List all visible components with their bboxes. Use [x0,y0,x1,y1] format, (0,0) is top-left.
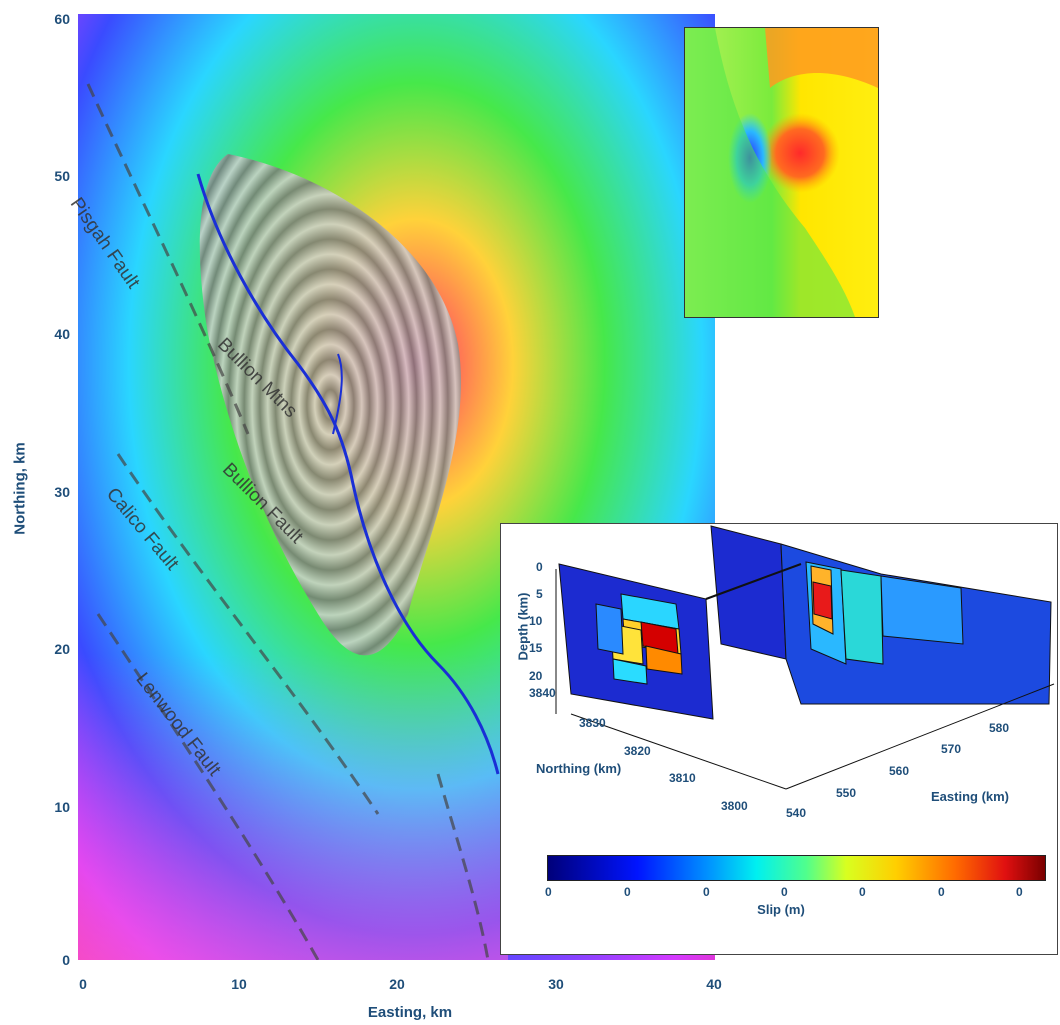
y-tick: 50 [54,168,70,184]
slip-model-3d [555,525,1055,790]
easting-tick: 560 [889,764,910,778]
x-tick: 10 [231,976,247,992]
depth-tick: 20 [529,669,543,683]
inset-image [685,28,878,317]
colorbar-tick: 0 [703,885,710,899]
x-tick: 0 [79,976,87,992]
northing-tick: 3800 [721,799,748,813]
y-tick: 40 [54,326,70,342]
y-tick: 30 [54,484,70,500]
easting-tick: 540 [786,806,807,820]
fault-patch-left [558,563,714,720]
slip-model-panel: Depth (km) 0 5 10 15 20 3840 3830 3820 3… [500,523,1058,955]
y-axis-title: Northing, km [11,442,29,535]
depth-tick: 5 [536,587,543,601]
inset-residual-map [684,27,879,318]
y-tick: 60 [54,11,70,27]
colorbar-tick: 0 [1016,885,1023,899]
northing-tick: 3820 [624,744,651,758]
x-tick: 30 [548,976,564,992]
colorbar-tick: 0 [938,885,945,899]
x-tick: 40 [706,976,722,992]
colorbar [547,855,1046,881]
northing-tick: 3830 [579,716,606,730]
easting-axis-title: Easting (km) [931,789,1010,804]
colorbar-tick: 0 [545,885,552,899]
northing-tick: 3810 [669,771,696,785]
depth-tick: 15 [529,641,543,655]
x-tick: 20 [389,976,405,992]
easting-tick: 550 [836,786,857,800]
northing-tick: 3840 [529,686,556,700]
y-tick: 0 [62,952,70,968]
colorbar-title: Slip (m) [757,902,805,917]
colorbar-tick: 0 [859,885,866,899]
y-tick: 20 [54,641,70,657]
easting-tick: 570 [941,742,962,756]
interferogram-map: Pisgah Fault Bullion Mtns Bullion Fault … [66,14,715,960]
rupture-trace [196,173,500,775]
colorbar-tick: 0 [781,885,788,899]
depth-tick: 0 [536,560,543,574]
northing-axis-title: Northing (km) [536,761,622,776]
fringe-image [78,14,715,960]
x-axis-title: Easting, km [367,1004,453,1021]
y-tick: 10 [54,799,70,815]
depth-tick: 10 [529,614,543,628]
fault-patch-right [710,525,1052,705]
colorbar-tick: 0 [624,885,631,899]
easting-tick: 580 [989,721,1010,735]
